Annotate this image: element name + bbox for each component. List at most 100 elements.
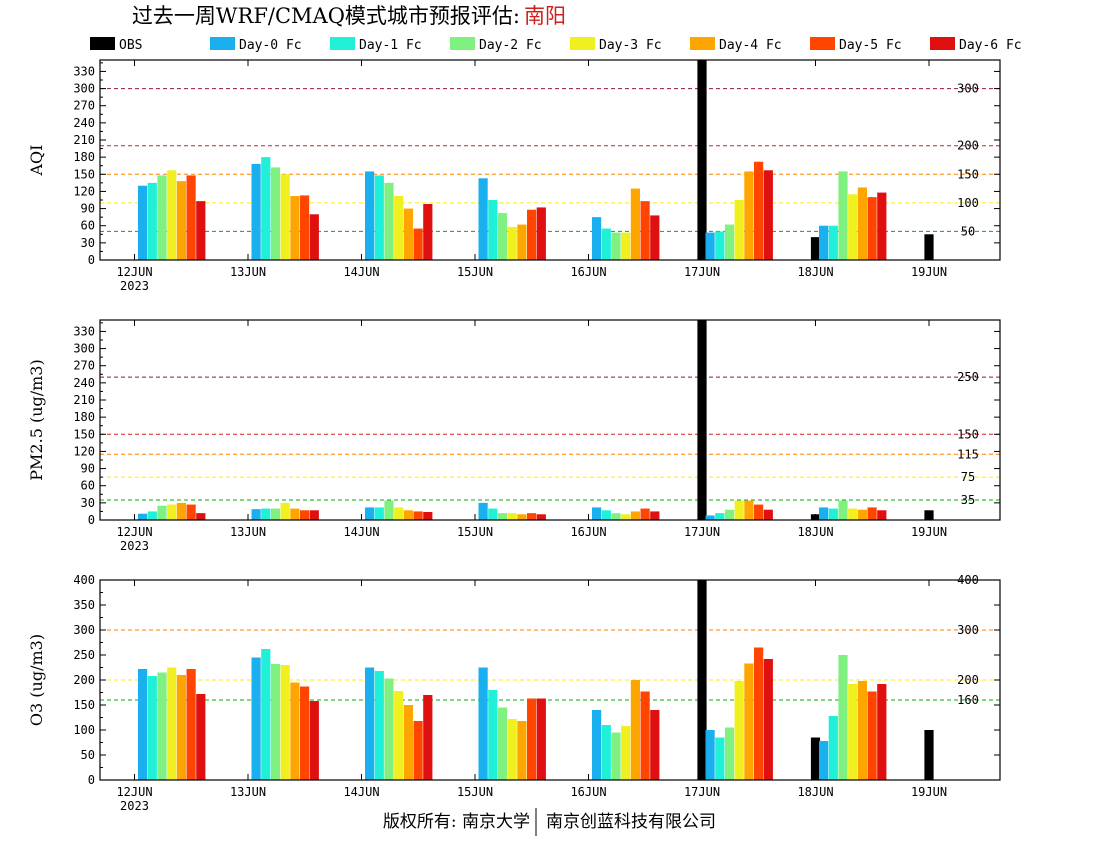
y-tick-label: 120 xyxy=(73,184,95,198)
legend-swatch-day-5-fc xyxy=(810,37,835,50)
bar-day-2-fc-16jun xyxy=(611,732,621,780)
bar-day-4-fc-16jun xyxy=(630,511,640,520)
bar-day-2-fc-18jun xyxy=(838,171,848,260)
bar-day-3-fc-16jun xyxy=(621,514,631,520)
bar-day-2-fc-17jun xyxy=(724,224,735,260)
figure-title-city: 南阳 xyxy=(524,4,566,28)
bar-day-6-fc-18jun xyxy=(877,684,887,780)
bar-day-3-fc-14jun xyxy=(394,196,404,260)
bar-day-4-fc-18jun xyxy=(857,187,867,260)
bar-day-4-fc-15jun xyxy=(517,224,527,260)
bar-day-2-fc-14jun xyxy=(384,678,394,780)
bar-day-2-fc-16jun xyxy=(611,232,621,260)
bar-day-6-fc-17jun xyxy=(763,509,773,520)
y-tick-label: 60 xyxy=(81,219,95,233)
bar-day-4-fc-14jun xyxy=(403,208,413,260)
bar-day-3-fc-12jun xyxy=(167,170,177,260)
bar-day-0-fc-18jun xyxy=(819,507,829,520)
y-tick-label: 180 xyxy=(73,150,95,164)
bar-day-6-fc-18jun xyxy=(877,510,887,520)
bar-day-2-fc-18jun xyxy=(838,655,848,780)
bar-day-5-fc-12jun xyxy=(186,669,196,780)
y-tick-label: 350 xyxy=(73,598,95,612)
x-tick-label: 16JUN xyxy=(570,265,606,279)
footer-copyright-nju: 版权所有: 南京大学 xyxy=(383,812,530,832)
bar-day-2-fc-14jun xyxy=(384,182,394,260)
bar-day-4-fc-16jun xyxy=(630,680,640,780)
x-tick-label: 13JUN xyxy=(230,785,266,799)
bar-day-0-fc-13jun xyxy=(251,164,261,260)
y-tick-label: 0 xyxy=(88,253,95,267)
bar-day-3-fc-13jun xyxy=(280,502,290,520)
x-year-label: 2023 xyxy=(120,539,149,553)
bar-day-0-fc-17jun xyxy=(705,730,715,780)
bar-day-5-fc-12jun xyxy=(186,504,196,520)
bar-day-6-fc-15jun xyxy=(536,698,546,780)
figure-title: 过去一周WRF/CMAQ模式城市预报评估: xyxy=(132,4,520,28)
y-tick-label: 150 xyxy=(73,698,95,712)
bar-day-5-fc-15jun xyxy=(527,698,537,780)
bar-day-1-fc-14jun xyxy=(374,507,384,520)
bar-day-1-fc-16jun xyxy=(601,510,611,520)
bar-day-1-fc-18jun xyxy=(828,225,838,260)
bar-day-0-fc-16jun xyxy=(592,507,602,520)
bar-day-0-fc-16jun xyxy=(592,710,602,780)
x-tick-label: 13JUN xyxy=(230,265,266,279)
legend-label: Day-1 Fc xyxy=(359,38,422,53)
bar-day-1-fc-15jun xyxy=(488,508,498,520)
x-tick-label: 19JUN xyxy=(911,785,947,799)
bar-day-2-fc-13jun xyxy=(270,664,281,780)
x-tick-label: 13JUN xyxy=(230,525,266,539)
bar-day-2-fc-15jun xyxy=(497,513,508,520)
bar-day-4-fc-12jun xyxy=(176,502,186,520)
threshold-label: 75 xyxy=(961,470,975,484)
legend-swatch-day-6-fc xyxy=(930,37,955,50)
y-tick-label: 330 xyxy=(73,324,95,338)
bar-day-5-fc-18jun xyxy=(867,197,877,260)
x-tick-label: 15JUN xyxy=(457,785,493,799)
x-tick-label: 15JUN xyxy=(457,265,493,279)
legend-label: Day-6 Fc xyxy=(959,38,1022,53)
bar-day-4-fc-12jun xyxy=(176,675,186,780)
y-tick-label: 270 xyxy=(73,99,95,113)
bar-day-4-fc-17jun xyxy=(744,500,754,520)
bar-day-0-fc-14jun xyxy=(365,507,375,520)
bar-day-1-fc-17jun xyxy=(715,513,725,520)
bar-day-5-fc-15jun xyxy=(527,513,537,520)
bar-obs-18jun xyxy=(810,237,821,260)
threshold-label: 160 xyxy=(957,693,979,707)
bar-day-3-fc-13jun xyxy=(280,665,290,780)
bar-obs-17jun xyxy=(697,580,707,780)
bar-day-2-fc-13jun xyxy=(270,167,281,260)
threshold-label: 300 xyxy=(957,623,979,637)
bar-day-0-fc-13jun xyxy=(251,657,261,780)
bar-day-6-fc-12jun xyxy=(196,694,206,780)
x-tick-label: 18JUN xyxy=(797,265,833,279)
bar-obs-19jun xyxy=(924,730,934,780)
y-tick-label: 120 xyxy=(73,444,95,458)
y-tick-label: 0 xyxy=(88,513,95,527)
bar-day-5-fc-14jun xyxy=(413,228,423,260)
legend-swatch-obs xyxy=(90,37,115,50)
y-tick-label: 100 xyxy=(73,723,95,737)
bar-day-1-fc-12jun xyxy=(147,511,157,520)
bar-day-1-fc-18jun xyxy=(828,508,838,520)
bar-day-5-fc-17jun xyxy=(754,161,764,260)
x-year-label: 2023 xyxy=(120,799,149,813)
bar-day-0-fc-12jun xyxy=(138,669,148,780)
bar-day-5-fc-16jun xyxy=(640,201,650,260)
y-tick-label: 240 xyxy=(73,116,95,130)
bar-day-0-fc-17jun xyxy=(705,515,715,520)
x-tick-label: 17JUN xyxy=(684,525,720,539)
bar-day-5-fc-14jun xyxy=(413,511,423,520)
bar-day-6-fc-12jun xyxy=(196,513,206,520)
bar-day-1-fc-14jun xyxy=(374,175,384,260)
y-tick-label: 150 xyxy=(73,427,95,441)
bar-day-2-fc-12jun xyxy=(157,175,167,260)
x-tick-label: 15JUN xyxy=(457,525,493,539)
bar-day-6-fc-14jun xyxy=(423,204,433,260)
x-tick-label: 14JUN xyxy=(343,785,379,799)
chart-panels: 3002001501005003060901201501802102402703… xyxy=(27,59,1001,813)
threshold-label: 250 xyxy=(957,370,979,384)
x-tick-label: 14JUN xyxy=(343,265,379,279)
